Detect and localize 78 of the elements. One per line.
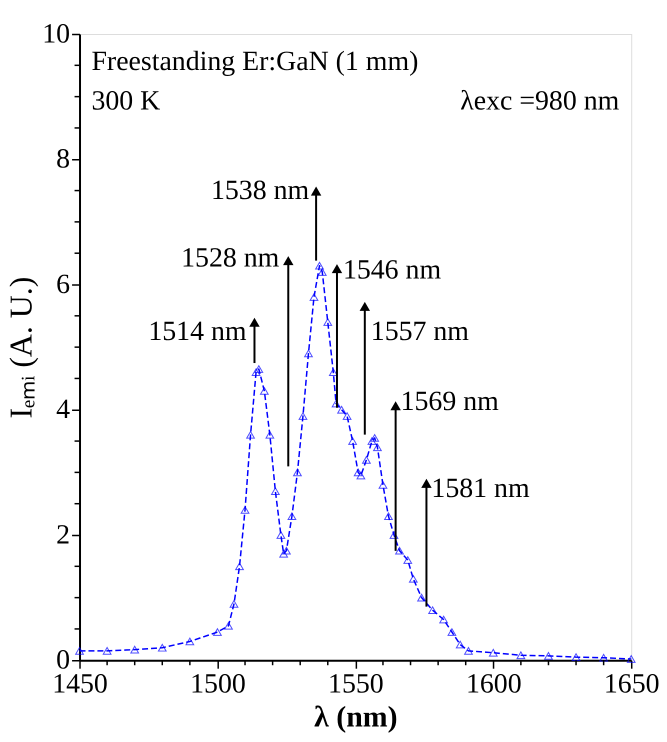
point [368,437,376,445]
point [626,655,636,663]
point [323,318,332,326]
point [304,350,313,358]
point [328,368,338,376]
point [373,444,382,452]
point [282,546,291,554]
point [448,628,456,636]
y-tick-label: 2 [56,519,70,550]
x-tick-label: 1500 [190,668,246,700]
point [488,648,498,657]
point [75,647,84,655]
y-tick-label: 6 [56,268,70,300]
point [213,628,222,636]
point [235,562,244,570]
point [403,556,412,564]
x-tick-label: 1650 [604,668,660,700]
point [271,487,280,496]
point [348,437,357,445]
annotation: 1528 nm [181,242,280,274]
point [252,368,260,376]
annotation: Freestanding Er:GaN (1 mm) [91,46,418,77]
point [395,546,404,554]
point [354,468,362,476]
point [158,644,167,652]
point [102,647,112,655]
y-axis-title: Iₑₘᵢ (A. U.) [3,276,38,419]
annotation: 1557 nm [370,316,470,348]
point [246,430,255,439]
y-tick-label: 4 [56,394,70,426]
point [332,400,340,408]
point [298,412,308,420]
annotation: 1569 nm [400,386,500,417]
annotation: 1514 nm [148,316,247,348]
point [279,550,288,558]
x-tick-label: 1600 [466,668,522,700]
point [315,262,324,270]
point [544,652,553,660]
y-tick-label: 10 [42,18,70,50]
x-tick-label: 1450 [52,668,108,700]
point [266,430,274,439]
point [293,468,302,476]
point [224,622,233,630]
point [356,472,366,480]
point [516,651,526,660]
point [456,640,465,648]
point [260,387,269,395]
point [310,293,318,301]
annotation: λexc =980 nm [460,86,620,117]
point [464,647,473,655]
y-tick-label: 8 [56,144,70,175]
point [288,512,296,520]
annotation: 1581 nm [431,473,530,504]
point [428,606,437,614]
point [130,646,140,654]
point [572,653,580,661]
point [408,575,418,583]
point [417,594,426,602]
point [370,434,380,442]
point [599,654,608,662]
point [378,481,388,489]
point [186,638,194,646]
point [318,268,327,276]
point [254,365,264,373]
point [390,531,398,539]
x-axis-title: λ (nm) [314,700,398,734]
annotation: 1546 nm [342,254,442,286]
point [230,600,238,608]
x-tick-label: 1550 [328,668,384,700]
point [342,412,352,420]
point [337,406,346,414]
annotation: 1538 nm [210,175,310,206]
point [384,512,393,520]
point [276,531,286,539]
annotation: 300 K [91,86,160,117]
point [439,616,448,624]
point [240,506,250,514]
point [362,456,371,464]
